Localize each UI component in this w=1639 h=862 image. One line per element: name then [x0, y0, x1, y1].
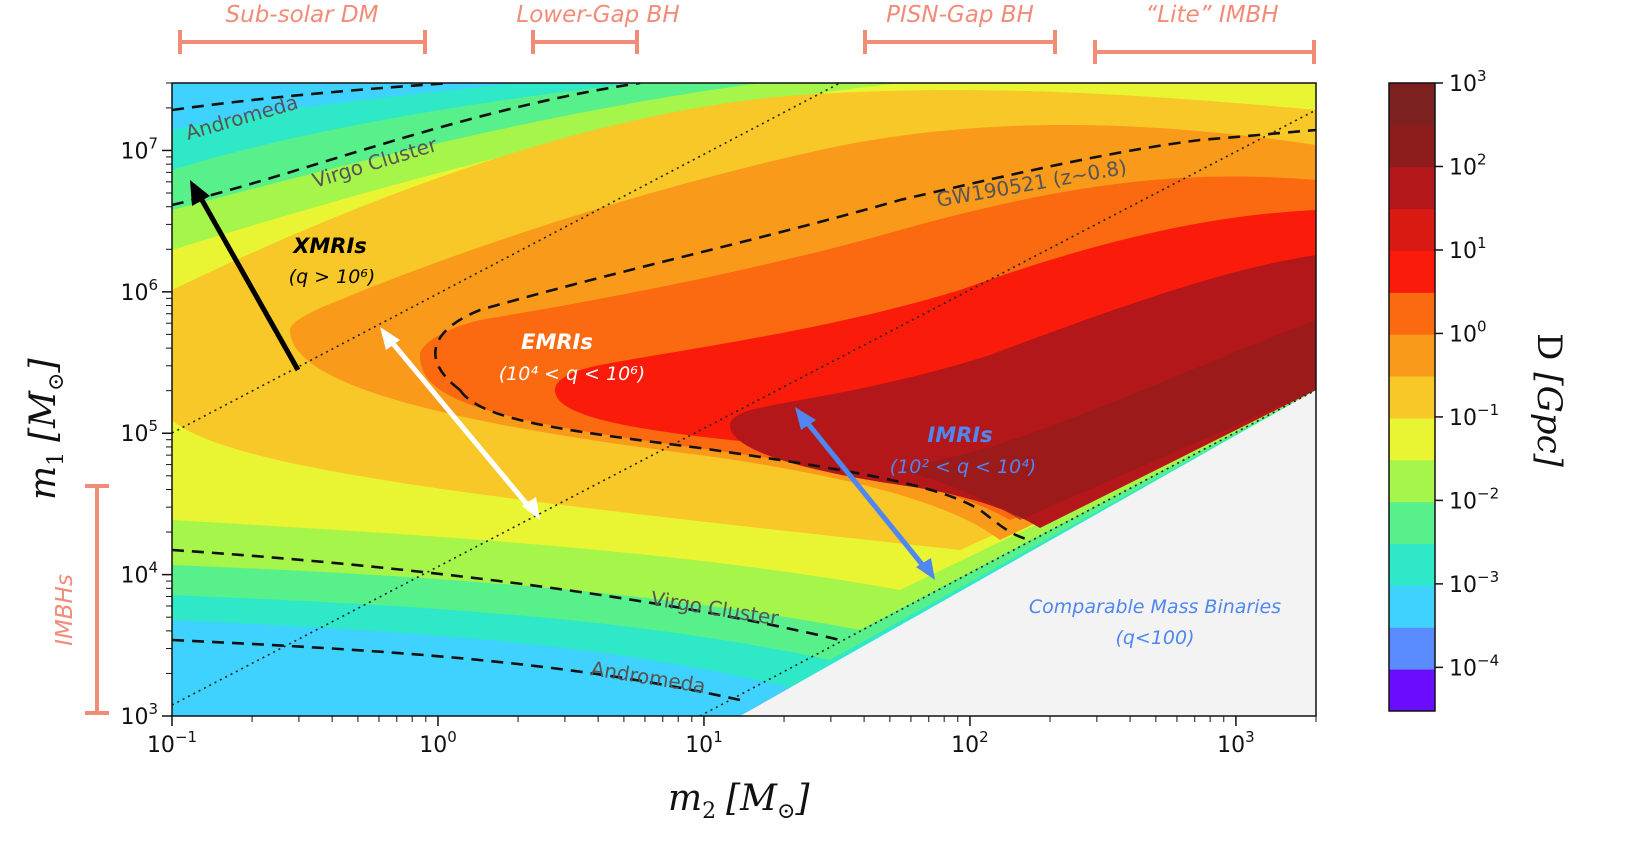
- colorbar-tick-label: 102: [1449, 150, 1487, 180]
- colorbar-level: [1389, 417, 1435, 461]
- colorbar-level: [1389, 459, 1435, 503]
- region-label-emris: EMRIs: [521, 330, 593, 354]
- range-bar-lower-gap-bh: Lower-Gap BH: [516, 2, 680, 54]
- x-axis-title: m2 [M⊙]: [668, 778, 810, 824]
- plot-frame: [171, 82, 1317, 717]
- region-sub-emris: (10⁴ < q < 10⁶): [499, 363, 645, 385]
- y-axis-ticks: 103 104 105 106 107: [120, 82, 172, 730]
- band-level-11: [730, 255, 1316, 528]
- x-tick-label: 100: [419, 728, 457, 758]
- x-tick-label: 102: [951, 728, 989, 758]
- region-sub-imris: (10² < q < 10⁴): [890, 456, 1036, 478]
- colorbar-level: [1389, 627, 1435, 670]
- colorbar-level: [1389, 585, 1435, 628]
- region-sub-comparable: (q<100): [1115, 627, 1194, 649]
- colorbar-frame: [1388, 82, 1436, 712]
- region-label-xmris: XMRIs: [291, 234, 367, 258]
- mass-ratio-lines: [172, 83, 1316, 716]
- y-tick-label: 106: [120, 276, 158, 306]
- colorbar-tick-label: 10−1: [1449, 401, 1499, 431]
- range-label-lite-imbh: “Lite” IMBH: [1145, 2, 1278, 28]
- x-axis-ticks: 10−1 100 101 102 103: [147, 716, 1317, 758]
- colorbar-tick-label: 10−2: [1449, 484, 1499, 514]
- colorbar-level: [1389, 334, 1435, 377]
- imri-arrow: [795, 407, 935, 580]
- colorbar-tick-label: 10−3: [1449, 568, 1499, 598]
- y-tick-label: 107: [120, 134, 158, 164]
- y-tick-label: 103: [120, 700, 158, 730]
- y-tick-label: 104: [120, 559, 158, 589]
- colorbar-level: [1389, 208, 1435, 251]
- colorbar: [1389, 83, 1435, 712]
- colorbar-level: [1389, 124, 1435, 168]
- colorbar-tick-label: 100: [1449, 317, 1487, 347]
- colorbar-level: [1389, 166, 1435, 210]
- plot-area: Andromeda Virgo Cluster GW190521 (z~0.8)…: [172, 83, 1316, 716]
- range-bar-sub-solar-dm: Sub-solar DM: [178, 2, 427, 54]
- colorbar-level: [1389, 669, 1435, 712]
- range-bars: Sub-solar DM Lower-Gap BH PISN-Gap BH “L…: [178, 2, 1316, 64]
- colorbar-tick-label: 10−4: [1449, 651, 1499, 681]
- range-label-imbhs: IMBHs: [52, 574, 78, 646]
- range-label-lower-gap-bh: Lower-Gap BH: [516, 2, 679, 28]
- colorbar-title: D[Gpc]: [1529, 333, 1569, 467]
- y-axis-title: m1[M⊙]: [23, 358, 69, 500]
- colorbar-ticks: 103 102 101 100 10−1 10−2 10−3 10−4: [1435, 67, 1499, 681]
- range-bar-imbhs: IMBHs: [52, 484, 109, 715]
- colorbar-tick-label: 103: [1449, 67, 1487, 97]
- colorbar-level: [1389, 501, 1435, 545]
- y-tick-label: 105: [120, 417, 158, 447]
- region-label-imris: IMRIs: [927, 423, 992, 447]
- range-label-sub-solar-dm: Sub-solar DM: [226, 2, 379, 28]
- colorbar-level: [1389, 83, 1435, 126]
- x-tick-label: 101: [685, 728, 723, 758]
- x-tick-label: 103: [1217, 728, 1255, 758]
- range-bar-lite-imbh: “Lite” IMBH: [1093, 2, 1316, 64]
- colorbar-level: [1389, 376, 1435, 419]
- emri-arrow: [380, 327, 540, 520]
- comparable-mass-region: [740, 390, 1316, 716]
- xmri-arrow: [190, 180, 301, 372]
- colorbar-level: [1389, 543, 1435, 586]
- x-tick-label: 10−1: [147, 728, 197, 758]
- range-bar-pisn-gap-bh: PISN-Gap BH: [863, 2, 1057, 54]
- contour-lines: [172, 83, 1316, 702]
- colorbar-level: [1389, 250, 1435, 293]
- colorbar-tick-label: 101: [1449, 234, 1487, 264]
- region-label-comparable: Comparable Mass Binaries: [1029, 596, 1281, 618]
- range-label-pisn-gap-bh: PISN-Gap BH: [886, 2, 1034, 28]
- region-sub-xmris: (q > 10⁶): [289, 266, 376, 288]
- colorbar-level: [1389, 292, 1435, 335]
